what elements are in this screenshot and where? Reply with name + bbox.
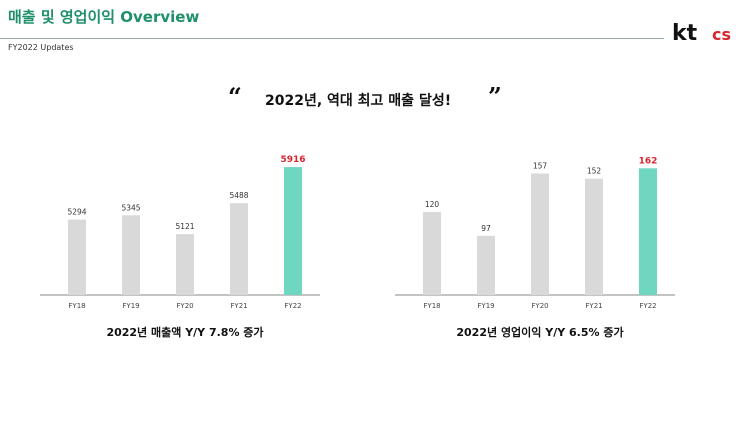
profit-tick-label: FY20 xyxy=(531,302,548,310)
revenue-bar xyxy=(122,215,140,295)
profit-bar xyxy=(585,178,603,295)
operating-profit-caption: 2022년 영업이익 Y/Y 6.5% 증가 xyxy=(456,326,624,339)
revenue-tick-label: FY19 xyxy=(122,302,139,310)
profit-bar xyxy=(477,235,495,295)
profit-value-label: 157 xyxy=(533,162,548,171)
revenue-tick-label: FY22 xyxy=(284,302,301,310)
revenue-value-label: 5488 xyxy=(229,191,248,200)
profit-tick-label: FY22 xyxy=(639,302,656,310)
profit-bar xyxy=(639,168,657,295)
revenue-value-label: 5294 xyxy=(67,208,86,217)
revenue-bar-chart: 5294 FY18 5345 FY19 5121 FY20 5488 FY21 5916 FY22 xyxy=(40,155,320,310)
operating-profit-bar-chart: 120 FY18 97 FY19 157 FY20 152 FY21 162 FY22 xyxy=(395,156,675,310)
revenue-bar xyxy=(176,234,194,295)
revenue-tick-label: FY20 xyxy=(176,302,193,310)
logo-cs-text: cs xyxy=(712,25,731,44)
header-divider xyxy=(0,38,664,39)
revenue-bar xyxy=(230,203,248,295)
revenue-bar xyxy=(284,167,302,295)
page-title: 매출 및 영업이익 Overview xyxy=(8,8,200,26)
headline-text: 2022년, 역대 최고 매출 달성! xyxy=(265,93,452,109)
revenue-value-label: 5916 xyxy=(280,155,305,165)
profit-value-label: 120 xyxy=(425,200,440,209)
revenue-value-label: 5121 xyxy=(175,222,194,231)
quote-close-mark: ” xyxy=(488,82,502,111)
revenue-caption: 2022년 매출액 Y/Y 7.8% 증가 xyxy=(106,326,264,339)
revenue-bar xyxy=(68,219,86,295)
revenue-tick-label: FY21 xyxy=(230,302,247,310)
profit-value-label: 152 xyxy=(587,167,602,176)
profit-value-label: 162 xyxy=(639,156,658,166)
logo-kt-text: kt xyxy=(672,21,698,46)
profit-bar xyxy=(531,173,549,295)
revenue-tick-label: FY18 xyxy=(68,302,85,310)
kt-cs-logo: kt cs xyxy=(672,21,731,46)
profit-value-label: 97 xyxy=(481,224,491,233)
profit-bar xyxy=(423,211,441,295)
page-subtitle: FY2022 Updates xyxy=(8,43,74,52)
profit-tick-label: FY18 xyxy=(423,302,440,310)
profit-tick-label: FY21 xyxy=(585,302,602,310)
quote-open-mark: “ xyxy=(228,82,242,111)
revenue-value-label: 5345 xyxy=(121,203,140,212)
profit-tick-label: FY19 xyxy=(477,302,494,310)
